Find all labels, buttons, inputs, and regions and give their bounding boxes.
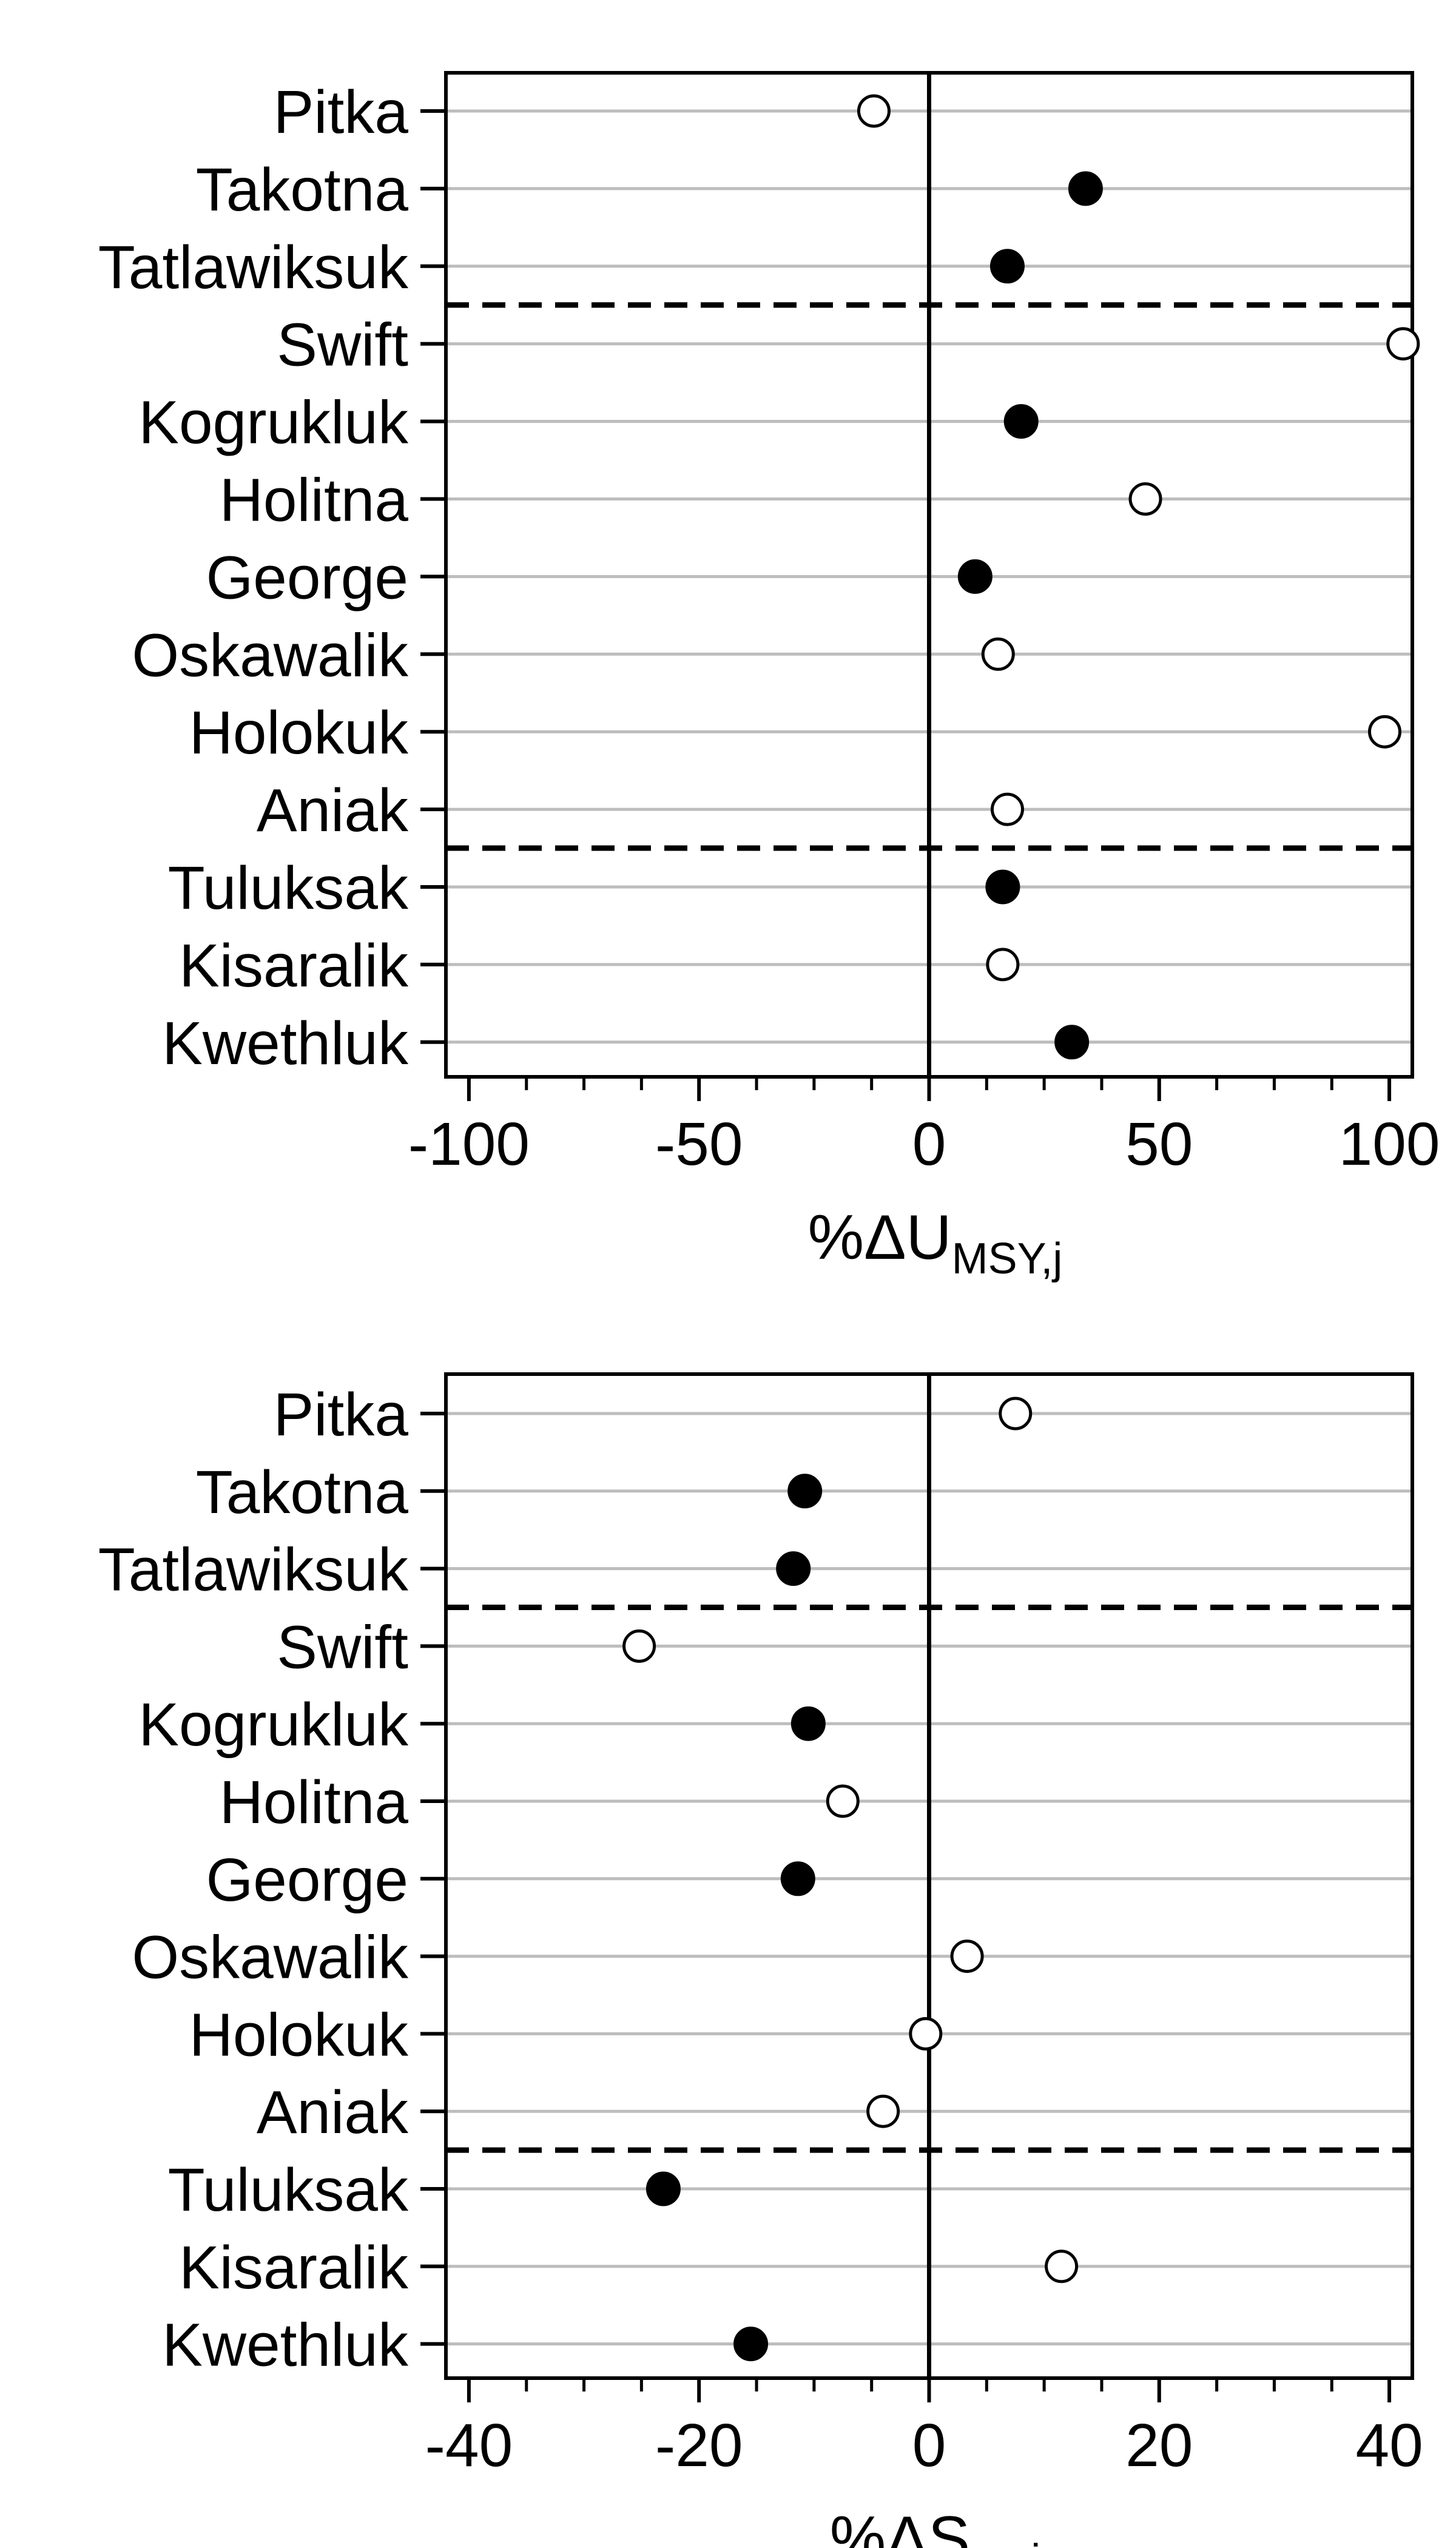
data-point-open — [1128, 482, 1162, 516]
x-tick-label: -40 — [425, 2412, 513, 2479]
category-label: Holitna — [220, 1768, 409, 1836]
x-tick-label: 0 — [912, 2412, 946, 2479]
data-point-open — [981, 637, 1015, 671]
data-point-open — [909, 2017, 943, 2051]
x-axis-title-main: %ΔS — [830, 2504, 970, 2548]
category-label: Pitka — [274, 78, 409, 146]
x-axis-title-main: %ΔU — [808, 1202, 952, 1273]
data-point-filled — [1054, 1025, 1090, 1060]
data-point-filled — [645, 2171, 681, 2206]
data-point-filled — [776, 1551, 811, 1586]
data-point-open — [1367, 715, 1401, 749]
data-point-filled — [985, 869, 1020, 905]
category-label: Pitka — [274, 1381, 409, 1449]
x-tick-label: 20 — [1125, 2412, 1193, 2479]
data-point-filled — [790, 1706, 826, 1741]
data-point-open — [1386, 327, 1420, 361]
category-label: George — [206, 1846, 408, 1914]
data-point-open — [990, 792, 1024, 826]
category-label: Holokuk — [189, 2001, 409, 2069]
data-point-filled — [780, 1861, 815, 1896]
category-label: Aniak — [257, 777, 409, 844]
category-label: George — [206, 544, 408, 612]
x-tick-label: 40 — [1355, 2412, 1423, 2479]
data-point-open — [950, 1940, 984, 1973]
category-label: Kisaralik — [179, 932, 409, 1000]
x-tick-label: 100 — [1339, 1110, 1440, 1178]
category-label: Holitna — [220, 467, 409, 534]
data-point-open — [866, 2094, 900, 2128]
category-label: Tatlawiksuk — [98, 1536, 409, 1604]
data-point-open — [986, 948, 1020, 982]
data-point-open — [826, 1784, 860, 1818]
x-tick-label: 0 — [912, 1110, 946, 1178]
x-axis-title-subscript: MSY,j — [952, 1235, 1063, 1283]
data-point-open — [857, 94, 891, 128]
category-label: Swift — [277, 1613, 408, 1681]
category-label: Kogrukluk — [138, 1691, 409, 1759]
category-label: Swift — [277, 311, 408, 379]
panel-u-msy: Pitka Takotna Tatlawiksuk Swift Kogrukluk Hol… — [98, 71, 1440, 1283]
x-tick-label: -20 — [655, 2412, 743, 2479]
data-point-open — [622, 1629, 656, 1663]
category-label: Aniak — [257, 2078, 409, 2146]
category-label: Kwethluk — [162, 2311, 409, 2379]
data-point-open — [1045, 2250, 1079, 2283]
data-point-filled — [1068, 171, 1103, 206]
data-point-filled — [1003, 404, 1039, 439]
data-point-filled — [957, 559, 993, 594]
category-label: Oskawalik — [132, 621, 409, 689]
data-point-filled — [733, 2327, 769, 2362]
category-label: Tatlawiksuk — [98, 234, 409, 302]
x-axis-title-subscript: eq,j — [970, 2536, 1040, 2548]
category-label: Holokuk — [189, 699, 409, 767]
x-tick-label: -100 — [408, 1110, 530, 1178]
category-label: Kisaralik — [179, 2234, 409, 2302]
category-label: Oskawalik — [132, 1924, 409, 1992]
category-label: Tuluksak — [168, 854, 409, 922]
category-label: Takotna — [196, 156, 409, 224]
category-label: Takotna — [196, 1458, 409, 1526]
category-label: Kogrukluk — [138, 389, 409, 457]
category-label: Tuluksak — [168, 2156, 409, 2224]
data-point-filled — [989, 249, 1025, 284]
x-tick-label: -50 — [655, 1110, 743, 1178]
x-tick-label: 50 — [1125, 1110, 1193, 1178]
data-point-filled — [787, 1474, 823, 1509]
x-axis-title: %ΔSeq,j — [830, 2504, 1040, 2548]
data-point-open — [999, 1397, 1033, 1431]
category-label: Kwethluk — [162, 1009, 409, 1077]
panel-s-eq: Pitka Takotna Tatlawiksuk Swift Kogrukluk Hol… — [98, 1372, 1423, 2548]
x-axis-title: %ΔUMSY,j — [808, 1202, 1063, 1283]
